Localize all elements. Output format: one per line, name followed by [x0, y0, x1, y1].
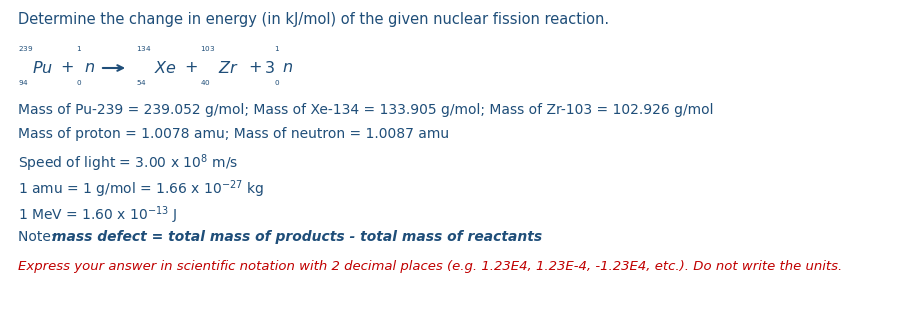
- Text: $_{0}$: $_{0}$: [274, 78, 280, 88]
- Text: Note:: Note:: [18, 230, 60, 244]
- Text: $^{1}$: $^{1}$: [274, 46, 280, 56]
- Text: $^{103}$: $^{103}$: [200, 46, 216, 56]
- Text: Determine the change in energy (in kJ/mol) of the given nuclear fission reaction: Determine the change in energy (in kJ/mo…: [18, 12, 609, 27]
- Text: +: +: [60, 60, 73, 76]
- Text: Mass of Pu-239 = 239.052 g/mol; Mass of Xe-134 = 133.905 g/mol; Mass of Zr-103 =: Mass of Pu-239 = 239.052 g/mol; Mass of …: [18, 103, 714, 117]
- Text: +: +: [248, 60, 262, 76]
- Text: 1 amu = 1 g/mol = 1.66 x 10$^{-27}$ kg: 1 amu = 1 g/mol = 1.66 x 10$^{-27}$ kg: [18, 178, 265, 200]
- Text: Express your answer in scientific notation with 2 decimal places (e.g. 1.23E4, 1: Express your answer in scientific notati…: [18, 260, 843, 273]
- Text: Speed of light = 3.00 x 10$^{8}$ m/s: Speed of light = 3.00 x 10$^{8}$ m/s: [18, 152, 238, 174]
- Text: Mass of proton = 1.0078 amu; Mass of neutron = 1.0087 amu: Mass of proton = 1.0078 amu; Mass of neu…: [18, 127, 449, 141]
- Text: $Pu$: $Pu$: [32, 60, 53, 76]
- Text: +: +: [184, 60, 198, 76]
- Text: 1 MeV = 1.60 x 10$^{-13}$ J: 1 MeV = 1.60 x 10$^{-13}$ J: [18, 204, 178, 226]
- Text: $Zr$: $Zr$: [218, 60, 238, 76]
- Text: $n$: $n$: [84, 60, 95, 76]
- Text: $_{40}$: $_{40}$: [200, 78, 211, 88]
- Text: $_{54}$: $_{54}$: [136, 78, 147, 88]
- Text: mass defect = total mass of products - total mass of reactants: mass defect = total mass of products - t…: [52, 230, 542, 244]
- Text: $Xe$: $Xe$: [154, 60, 177, 76]
- Text: $^{239}$: $^{239}$: [18, 46, 34, 56]
- Text: $^{134}$: $^{134}$: [136, 46, 151, 56]
- Text: $3$: $3$: [264, 60, 275, 76]
- Text: $_{0}$: $_{0}$: [76, 78, 82, 88]
- Text: $_{94}$: $_{94}$: [18, 78, 29, 88]
- Text: $n$: $n$: [282, 60, 293, 76]
- Text: $^{1}$: $^{1}$: [76, 46, 82, 56]
